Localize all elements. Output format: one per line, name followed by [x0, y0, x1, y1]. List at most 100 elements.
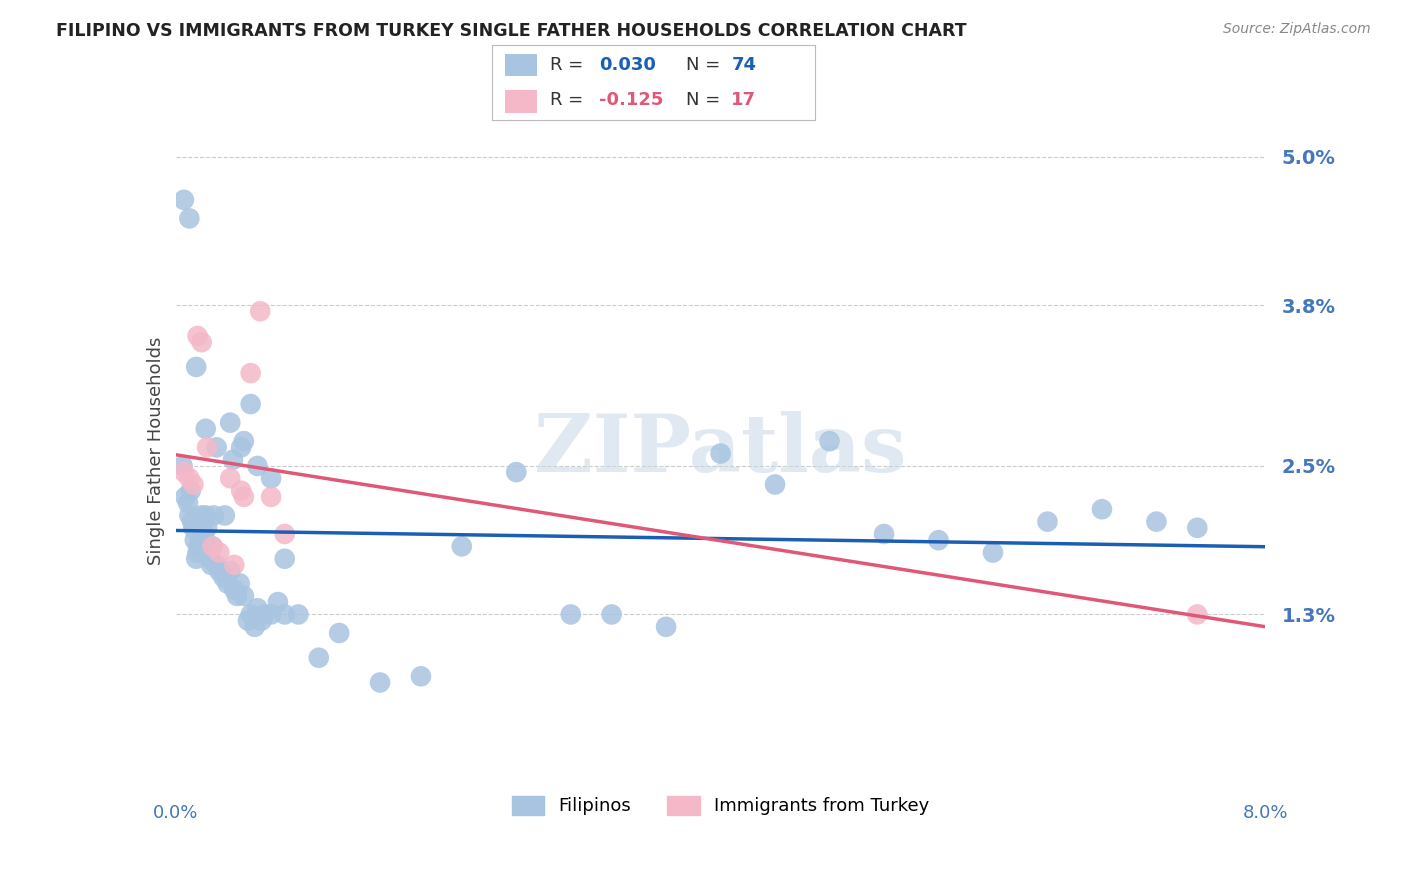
Point — [201, 540, 224, 554]
Bar — [505, 90, 537, 112]
Point — [231, 441, 253, 455]
Point — [193, 527, 215, 541]
Point — [195, 521, 218, 535]
Point — [267, 595, 290, 609]
Text: 0.030: 0.030 — [599, 56, 655, 74]
Text: Source: ZipAtlas.com: Source: ZipAtlas.com — [1223, 22, 1371, 37]
Point — [208, 564, 231, 578]
Point — [186, 551, 208, 566]
Point — [246, 601, 269, 615]
Point — [173, 465, 195, 479]
Point — [179, 508, 201, 523]
Point — [450, 540, 472, 554]
Point — [226, 589, 249, 603]
Point — [260, 471, 283, 485]
Point — [190, 508, 212, 523]
Point — [1091, 502, 1114, 516]
Point — [1187, 607, 1209, 622]
Point — [246, 458, 269, 473]
Text: R =: R = — [550, 91, 589, 109]
Point — [1144, 515, 1167, 529]
Point — [239, 397, 262, 411]
Point — [253, 607, 276, 622]
Point — [260, 607, 283, 622]
Point — [194, 422, 217, 436]
Point — [179, 211, 201, 226]
Point — [249, 304, 271, 318]
Text: R =: R = — [550, 56, 589, 74]
Point — [177, 496, 200, 510]
Point — [214, 508, 236, 523]
Point — [190, 335, 212, 350]
Point — [232, 490, 254, 504]
Text: N =: N = — [686, 56, 725, 74]
Point — [194, 508, 217, 523]
Point — [191, 515, 214, 529]
Point — [183, 521, 205, 535]
Point — [195, 441, 218, 455]
Point — [274, 527, 297, 541]
Point — [205, 558, 228, 572]
Point — [287, 607, 309, 622]
Point — [368, 675, 391, 690]
Legend: Filipinos, Immigrants from Turkey: Filipinos, Immigrants from Turkey — [505, 789, 936, 822]
Point — [308, 650, 330, 665]
Point — [172, 458, 194, 473]
Point — [201, 540, 224, 554]
Point — [219, 416, 242, 430]
Text: -0.125: -0.125 — [599, 91, 664, 109]
Point — [186, 329, 209, 343]
Point — [250, 614, 273, 628]
Point — [219, 564, 242, 578]
Point — [197, 540, 219, 554]
Point — [274, 551, 297, 566]
Point — [763, 477, 786, 491]
Text: 74: 74 — [731, 56, 756, 74]
Point — [202, 508, 225, 523]
Point — [1036, 515, 1059, 529]
Point — [222, 452, 245, 467]
Point — [505, 465, 527, 479]
Point — [198, 551, 221, 566]
Point — [217, 576, 239, 591]
Point — [186, 545, 209, 559]
Point — [928, 533, 950, 548]
Point — [560, 607, 582, 622]
Point — [186, 359, 208, 374]
Text: ZIPatlas: ZIPatlas — [534, 411, 907, 490]
Point — [179, 471, 201, 485]
Point — [208, 545, 231, 559]
Point — [224, 582, 246, 597]
Point — [212, 570, 235, 584]
Point — [600, 607, 623, 622]
Point — [818, 434, 841, 449]
Point — [231, 483, 253, 498]
Point — [981, 545, 1004, 559]
Y-axis label: Single Father Households: Single Father Households — [146, 336, 165, 565]
Point — [219, 471, 242, 485]
Point — [409, 669, 432, 683]
Point — [260, 490, 283, 504]
Point — [239, 607, 262, 622]
Point — [328, 626, 350, 640]
Point — [174, 490, 197, 504]
Text: FILIPINO VS IMMIGRANTS FROM TURKEY SINGLE FATHER HOUSEHOLDS CORRELATION CHART: FILIPINO VS IMMIGRANTS FROM TURKEY SINGL… — [56, 22, 967, 40]
Point — [1187, 521, 1209, 535]
Point — [187, 540, 209, 554]
Point — [184, 533, 207, 548]
Point — [655, 620, 678, 634]
Point — [239, 366, 262, 380]
Point — [236, 614, 259, 628]
Text: N =: N = — [686, 91, 725, 109]
Point — [873, 527, 896, 541]
Point — [229, 576, 252, 591]
Point — [205, 441, 228, 455]
Bar — [505, 54, 537, 77]
Point — [232, 589, 254, 603]
Point — [224, 558, 246, 572]
Point — [200, 558, 222, 572]
Point — [173, 193, 195, 207]
Point — [232, 434, 254, 449]
Point — [243, 620, 266, 634]
Text: 17: 17 — [731, 91, 756, 109]
